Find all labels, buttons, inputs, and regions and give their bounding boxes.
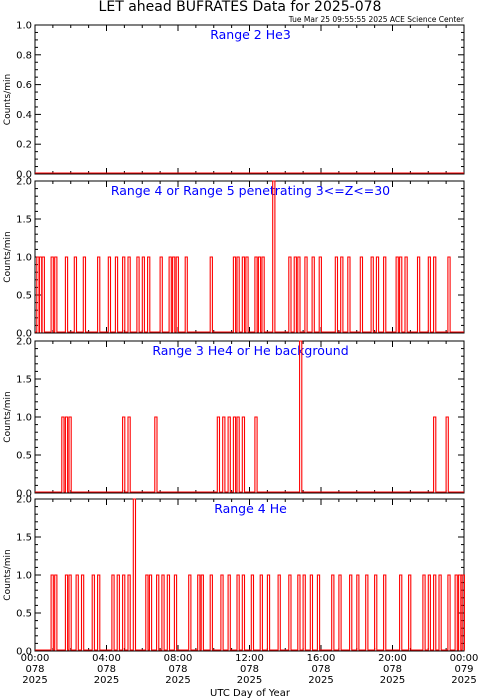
x-tick-label: 00:00 [21, 653, 50, 664]
y-tick-label: 1.5 [16, 375, 32, 386]
y-axis-label: Counts/min [3, 74, 13, 125]
y-tick-label: 1.0 [16, 253, 32, 264]
panel-title: Range 3 He4 or He background [152, 343, 348, 358]
x-tick-label: 2025 [22, 675, 47, 686]
chart-panel-1: 0.0 0.2 0.4 0.6 0.8 1.0 Counts/min Range 2 He3 [3, 21, 465, 181]
data-series-line [35, 498, 465, 651]
plot-frame [34, 340, 465, 494]
x-axis-label: UTC Day of Year [210, 688, 291, 699]
y-tick-label: 2.0 [16, 495, 32, 506]
y-tick-label: 0.8 [16, 50, 32, 61]
x-tick-label: 078 [25, 664, 44, 675]
x-tick-label: 079 [454, 664, 473, 675]
y-tick-label: 0.6 [16, 80, 32, 91]
data-series-line [35, 340, 464, 493]
y-axis-label: Counts/min [3, 391, 13, 442]
y-axis-label: Counts/min [3, 549, 13, 600]
x-tick-label: 2025 [308, 675, 333, 686]
y-tick-label: 0.0 [16, 647, 32, 658]
main-title: LET ahead BUFRATES Data for 2025-078 [99, 0, 382, 15]
y-tick-label: 1.0 [16, 571, 32, 582]
x-tick-label: 078 [383, 664, 402, 675]
y-tick-label: 0.5 [16, 609, 32, 620]
x-tick-label: 2025 [165, 675, 190, 686]
timestamp-label: Tue Mar 25 09:55:55 2025 ACE Science Cen… [288, 15, 465, 24]
x-tick-label: 20:00 [378, 653, 407, 664]
y-tick-label: 1.0 [16, 21, 32, 32]
chart-panel-2: 0.0 0.5 1.0 1.5 2.0 Counts/min Range 4 or Rang… [3, 177, 465, 340]
y-tick-label: 2.0 [16, 337, 32, 348]
x-tick-label: 2025 [94, 675, 119, 686]
y-tick-label: 0.0 [16, 329, 32, 340]
y-tick-label: 0.2 [16, 140, 32, 151]
x-tick-labels: 00:00078202504:00078202508:00078202512:0… [21, 653, 479, 686]
x-tick-label: 16:00 [307, 653, 336, 664]
y-tick-label: 0.4 [16, 110, 32, 121]
y-tick-label: 0.0 [16, 170, 32, 181]
y-axis-label: Counts/min [3, 231, 13, 282]
x-tick-label: 2025 [451, 675, 476, 686]
y-tick-label: 0.5 [16, 291, 32, 302]
y-tick-label: 1.0 [16, 413, 32, 424]
x-tick-label: 078 [168, 664, 187, 675]
chart-panel-4: 0.0 0.5 1.0 1.5 2.0 Counts/min Range 4 He [3, 495, 465, 658]
y-tick-label: 0.5 [16, 451, 32, 462]
panel-title: Range 4 He [214, 501, 287, 516]
x-tick-label: 00:00 [450, 653, 479, 664]
y-tick-label: 1.5 [16, 533, 32, 544]
plot-frame [34, 24, 465, 175]
x-tick-label: 12:00 [235, 653, 264, 664]
x-tick-label: 04:00 [92, 653, 121, 664]
x-tick-label: 08:00 [164, 653, 193, 664]
x-tick-label: 2025 [380, 675, 405, 686]
x-tick-label: 078 [97, 664, 116, 675]
x-tick-label: 2025 [237, 675, 262, 686]
x-tick-label: 078 [311, 664, 330, 675]
chart-panel-3: 0.0 0.5 1.0 1.5 2.0 Counts/min Range 3 He4 or … [3, 337, 465, 500]
y-tick-label: 2.0 [16, 177, 32, 188]
y-tick-label: 0.0 [16, 489, 32, 500]
panel-title: Range 4 or Range 5 penetrating 3<=Z<=30 [111, 183, 390, 198]
data-series-line [35, 180, 464, 333]
panel-title: Range 2 He3 [210, 27, 291, 42]
x-tick-label: 078 [240, 664, 259, 675]
y-tick-label: 1.5 [16, 215, 32, 226]
